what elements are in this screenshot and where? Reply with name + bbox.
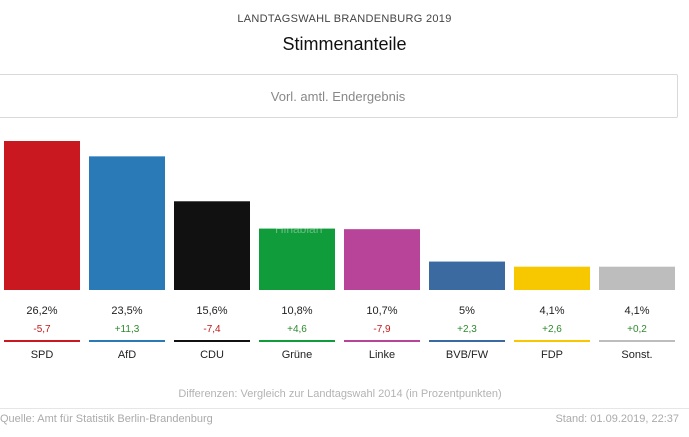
party-underline-gr-ne	[259, 340, 335, 342]
value-label-fdp: 4,1%	[539, 305, 564, 317]
value-label-bvb-fw: 5%	[459, 305, 475, 317]
bar-linke	[344, 229, 420, 290]
status-label: Vorl. amtl. Endergebnis	[270, 89, 406, 104]
bar-afd	[89, 156, 165, 290]
value-label-gr-ne: 10,8%	[281, 305, 312, 317]
party-underline-bvb-fw	[429, 340, 505, 342]
party-label-fdp: FDP	[541, 349, 563, 361]
watermark-subtext: Hinabian	[275, 222, 323, 236]
party-underline-spd	[4, 340, 80, 342]
party-underline-afd	[89, 340, 165, 342]
bar-bvb-fw	[429, 261, 505, 290]
diff-label-cdu: -7,4	[203, 324, 221, 335]
value-label-sonst: 4,1%	[624, 305, 649, 317]
value-label-spd: 26,2%	[26, 305, 57, 317]
party-label-afd: AfD	[118, 349, 136, 361]
source-text: Quelle: Amt für Statistik Berlin-Branden…	[0, 413, 213, 425]
party-label-spd: SPD	[31, 349, 54, 361]
party-underline-fdp	[514, 340, 590, 342]
diff-label-linke: -7,9	[373, 324, 391, 335]
party-label-gr-ne: Grüne	[282, 349, 313, 361]
bar-chart: 26,2% -5,7 SPD 23,5% +11,3 AfD 15,6% -7,4 CDU 10,…	[4, 141, 675, 361]
diff-label-bvb-fw: +2,3	[457, 324, 477, 335]
party-label-sonst: Sonst.	[621, 349, 652, 361]
bar-sonst	[599, 266, 675, 290]
footer-divider	[0, 408, 689, 409]
chart-title: Stimmenanteile	[282, 34, 407, 54]
stand-timestamp: Stand: 01.09.2019, 22:37	[555, 413, 679, 425]
party-underline-sonst	[599, 340, 675, 342]
diff-label-spd: -5,7	[33, 324, 51, 335]
party-label-linke: Linke	[369, 349, 395, 361]
diff-label-afd: +11,3	[115, 324, 140, 335]
bar-cdu	[174, 201, 250, 290]
diff-label-fdp: +2,6	[542, 324, 562, 335]
bar-fdp	[514, 266, 590, 290]
chart-supertitle: LANDTAGSWAHL BRANDENBURG 2019	[237, 13, 452, 25]
diff-label-sonst: +0,2	[627, 324, 647, 335]
party-label-bvb-fw: BVB/FW	[446, 349, 489, 361]
party-label-cdu: CDU	[200, 349, 224, 361]
value-label-cdu: 15,6%	[196, 305, 227, 317]
difference-note: Differenzen: Vergleich zur Landtagswahl …	[178, 388, 502, 400]
party-underline-cdu	[174, 340, 250, 342]
bar-spd	[4, 141, 80, 290]
bar-gr-ne	[259, 228, 335, 290]
watermark-text: 海那边	[268, 203, 334, 225]
party-underline-linke	[344, 340, 420, 342]
value-label-afd: 23,5%	[111, 305, 142, 317]
status-box: Vorl. amtl. Endergebnis	[0, 74, 678, 118]
value-label-linke: 10,7%	[366, 305, 397, 317]
diff-label-gr-ne: +4,6	[287, 324, 307, 335]
